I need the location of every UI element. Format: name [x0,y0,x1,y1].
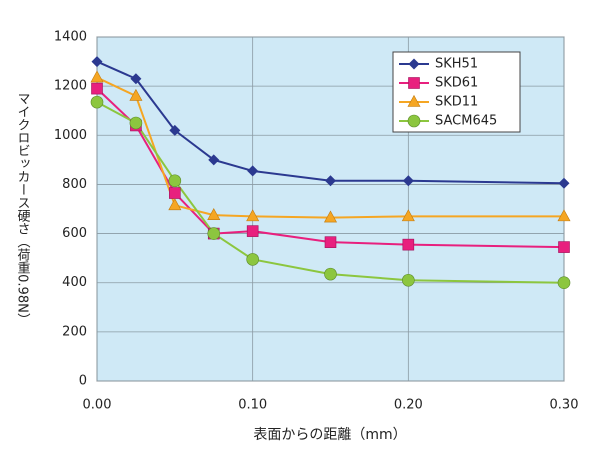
x-tick-label: 0.10 [238,398,267,413]
series-line [96,60,565,185]
marker [557,209,571,222]
marker [408,58,420,70]
legend-label: SKD61 [435,76,478,91]
legend-label: SKH51 [435,57,478,72]
marker [130,73,142,85]
marker [325,175,336,187]
x-tick-label: 0.30 [550,398,579,413]
marker [207,227,221,240]
y-tick-label: 1400 [54,30,87,45]
marker [558,241,570,253]
marker [90,70,104,83]
y-tick-label: 400 [62,275,87,290]
marker [169,124,181,136]
y-tick-label: 1200 [54,79,87,94]
marker [246,225,259,237]
marker [129,88,143,101]
marker [402,238,415,251]
marker [402,175,414,187]
legend-label: SACM645 [435,114,497,129]
y-tick-label: 200 [62,324,87,339]
marker [408,77,420,89]
marker [401,209,415,222]
legend-label: SKD11 [435,95,478,110]
y-axis-label: マイクロビッカース硬さ（荷重0.98N） [15,92,31,326]
marker [90,95,104,109]
x-axis-label: 表面からの距離（mm） [253,426,406,443]
series-line [96,87,565,249]
marker [324,236,337,248]
y-tick-label: 600 [62,226,87,241]
marker [246,253,259,266]
marker [558,177,570,189]
marker [246,209,260,222]
marker [402,273,415,287]
x-tick-label: 0.20 [394,398,423,413]
marker [168,174,182,188]
marker [207,208,221,220]
marker [129,116,143,130]
marker [91,82,103,95]
y-tick-label: 0 [79,374,87,389]
marker [168,198,182,211]
marker [169,187,181,199]
marker [91,56,103,68]
marker [407,114,421,128]
x-tick-label: 0.00 [83,398,112,413]
series-line [96,101,565,284]
marker [324,267,337,281]
y-tick-label: 1000 [54,128,87,143]
marker [208,154,220,166]
marker [323,210,338,223]
marker [557,276,571,290]
y-tick-label: 800 [62,177,87,192]
series-line [96,76,564,219]
marker [407,94,421,107]
marker [247,165,259,177]
